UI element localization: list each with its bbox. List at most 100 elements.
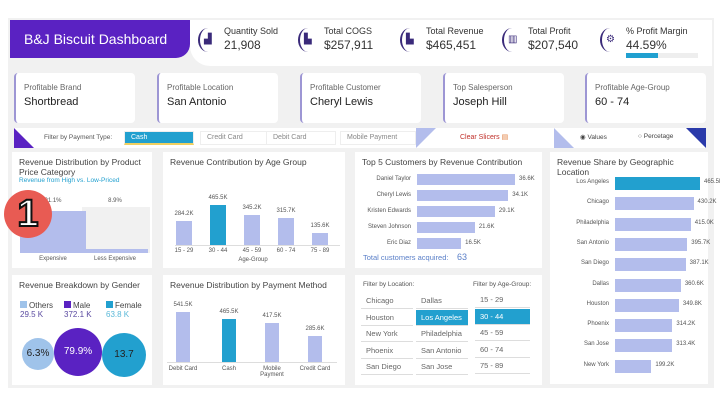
money-chart-icon: ▥ xyxy=(502,28,522,52)
payment-option-debit-card[interactable]: Debit Card xyxy=(266,131,336,145)
legend-value: 63.8 K xyxy=(106,310,130,319)
location-option-chicago[interactable]: Chicago xyxy=(361,293,413,309)
kpi--profit-margin: ⚙ % Profit Margin 44.59% xyxy=(600,26,700,60)
card-profitable-age-group: Profitable Age-Group 60 - 74 xyxy=(585,73,706,123)
geo-bar-phoenix xyxy=(615,319,673,333)
radio-percentage-label: Percetage xyxy=(643,133,674,140)
category-label: San Jose xyxy=(583,341,609,348)
decor-triangle xyxy=(554,128,574,148)
geo-bar-san-antonio xyxy=(615,237,688,251)
category-label: Debit Card xyxy=(168,366,198,372)
clear-slicers-label: Clear Slicers xyxy=(460,134,500,141)
location-option-dallas[interactable]: Dallas xyxy=(416,293,468,309)
payment-option-cash[interactable]: Cash xyxy=(124,131,194,145)
geo-bar-san-diego xyxy=(615,258,686,272)
decor-triangle xyxy=(14,128,34,148)
step-number-badge: 1 xyxy=(4,190,52,238)
legend-value: 29.5 K xyxy=(20,310,44,319)
bar-value-label: 315.7K xyxy=(276,207,296,214)
legend-swatch xyxy=(20,301,27,308)
category-label: Chicago xyxy=(586,199,609,206)
slicers-panel: Filter by Location: Filter by Age-Group:… xyxy=(355,275,542,385)
decor-triangle xyxy=(686,128,706,148)
card-label: Profitable Brand xyxy=(24,83,82,92)
kpi-value: $465,451 xyxy=(426,38,477,52)
category-label: Cash xyxy=(221,366,236,372)
age-filter-label: Filter by Age-Group: xyxy=(473,281,532,288)
kpi-total-profit: ▥ Total Profit $207,540 xyxy=(502,26,602,60)
age-bar-15-29 xyxy=(176,220,192,245)
age-bar-75-89 xyxy=(312,233,328,245)
location-option-san-diego[interactable]: San Diego xyxy=(361,359,413,375)
location-option-san-antonio[interactable]: San Antonio xyxy=(416,343,468,359)
location-option-san-jose[interactable]: San Jose xyxy=(416,359,468,375)
payment-option-mobile-payment[interactable]: Mobile Payment xyxy=(340,131,416,145)
geo-chart-title: Revenue Share by Geographic Location xyxy=(557,157,674,177)
card-label: Profitable Location xyxy=(167,83,234,92)
bubble-male: 79.9% xyxy=(54,328,102,376)
bar-value-label: 21.6K xyxy=(478,224,495,230)
radio-percentage[interactable]: ○ Percetage xyxy=(638,133,674,140)
payment-filter-bar: Filter by Payment Type: Cash Credit Card D… xyxy=(14,128,706,148)
total-customers-label: Total customers acquired: xyxy=(363,253,449,262)
card-value: 60 - 74 xyxy=(595,96,630,108)
gender-title: Revenue Breakdown by Gender xyxy=(19,280,140,290)
payment-bar-credit-card xyxy=(308,335,322,362)
bar-chart-up-icon: ▟ xyxy=(198,28,218,52)
card-value: Joseph Hill xyxy=(453,96,507,108)
bar-value-label: 36.6K xyxy=(519,176,535,182)
bar-value-label: 465.5K xyxy=(208,195,228,201)
location-option-los-angeles[interactable]: Los Angeles xyxy=(416,309,468,326)
age-option-45-59[interactable]: 45 - 59 xyxy=(475,325,530,341)
bar-value-label: 284.2K xyxy=(174,210,194,217)
card-profitable-customer: Profitable Customer Cheryl Lewis xyxy=(300,73,421,123)
top-customers-panel: Top 5 Customers by Revenue Contribution … xyxy=(355,152,542,268)
location-option-philadelphia[interactable]: Philadelphia xyxy=(416,326,468,342)
x-axis xyxy=(167,362,337,363)
bar-chart-down-icon: ▙ xyxy=(400,28,420,52)
bar-value-label: 135.6K xyxy=(310,223,330,230)
age-option-15-29[interactable]: 15 - 29 xyxy=(475,292,530,308)
customers-bar-steven-johnson xyxy=(417,222,475,233)
age-option-75-89[interactable]: 75 - 89 xyxy=(475,358,530,374)
age-bar-30-44 xyxy=(210,205,226,245)
card-label: Profitable Age-Group xyxy=(595,83,670,92)
age-option-60-74[interactable]: 60 - 74 xyxy=(475,342,530,358)
clear-filter-icon: ▤ xyxy=(501,134,509,141)
category-label: Los Angeles xyxy=(576,179,609,185)
age-option-30-44[interactable]: 30 - 44 xyxy=(475,308,530,325)
bar-background xyxy=(82,207,150,253)
location-option-houston[interactable]: Houston xyxy=(361,310,413,326)
bar-value-label: 314.2K xyxy=(676,321,696,328)
customers-bar-eric-diaz xyxy=(417,238,462,249)
category-label: Credit Card xyxy=(299,366,331,372)
legend-value: 372.1 K xyxy=(64,310,92,319)
card-value: Shortbread xyxy=(24,96,79,108)
bar-value-label: 465.5K xyxy=(704,179,720,185)
category-label: Philadelphia xyxy=(576,219,609,226)
legend-female: Female xyxy=(106,301,142,310)
category-label: Eric Diaz xyxy=(386,240,411,246)
age-x-label: Age-Group xyxy=(238,257,268,263)
bubble-others: 6.3% xyxy=(22,338,54,370)
card-profitable-brand: Profitable Brand Shortbread xyxy=(14,73,135,123)
bar-value-label: 16.5K xyxy=(465,240,481,246)
age-chart-title: Revenue Contribution by Age Group xyxy=(170,157,307,167)
radio-values[interactable]: ◉ Values xyxy=(580,134,607,141)
payment-bar-mobile-payment xyxy=(265,323,279,362)
kpi-label: Total Revenue xyxy=(426,26,484,36)
location-option-phoenix[interactable]: Phoenix xyxy=(361,343,413,359)
clear-slicers-button[interactable]: Clear Slicers ▤ xyxy=(460,133,508,141)
category-label: 60 - 74 xyxy=(276,248,296,254)
card-top-salesperson: Top Salesperson Joseph Hill xyxy=(443,73,564,123)
payment-option-credit-card[interactable]: Credit Card xyxy=(200,131,270,145)
payment-bar-debit-card xyxy=(176,312,190,362)
age-bar-45-59 xyxy=(244,215,260,245)
bar-value-label: 29.1K xyxy=(498,208,515,214)
card-value: San Antonio xyxy=(167,96,227,108)
total-customers-value: 63 xyxy=(457,252,468,262)
price-category-label: Less Expensive xyxy=(93,256,137,262)
location-option-new-york[interactable]: New York xyxy=(361,326,413,342)
progress-fill xyxy=(626,53,659,58)
bar-value-label: 349.8K xyxy=(682,300,702,307)
